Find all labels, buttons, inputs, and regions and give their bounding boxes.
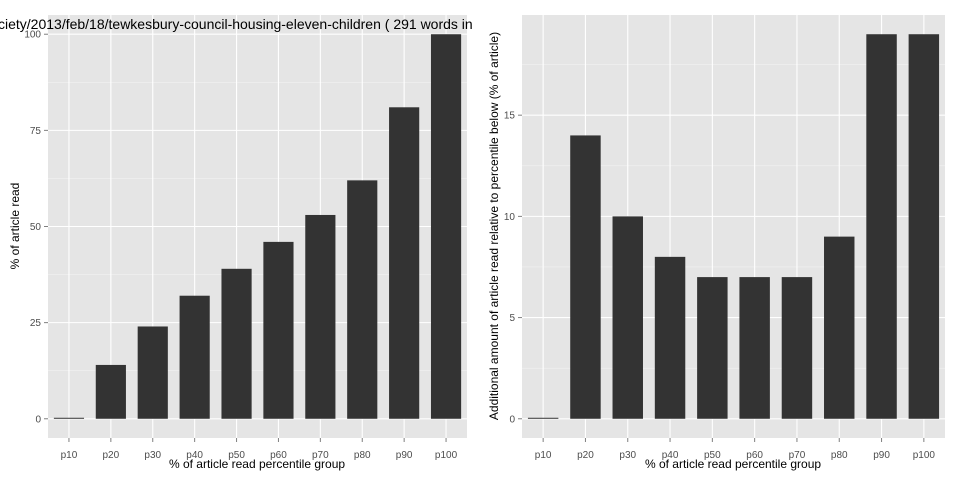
bar-p50 [697,277,728,419]
x-tick-label: p50 [704,450,721,461]
y-tick-label: 75 [30,126,42,137]
bar-p30 [612,216,643,419]
y-tick-label: 0 [509,414,515,425]
y-tick-label: 15 [504,111,516,122]
y-tick-label: 100 [24,30,41,41]
y-tick-label: 25 [30,318,42,329]
bar-p50 [221,268,252,419]
x-tick-label: p30 [619,450,636,461]
x-tick-label: p60 [270,450,287,461]
x-tick-label: p100 [913,450,936,461]
bar-p90 [866,34,897,419]
bar-p40 [179,295,210,419]
plot-title: ciety/2013/feb/18/tewkesbury-council-hou… [0,16,473,32]
left-chart: 0 25 50 75 100 p10 p20 p30 p40 p50 p60 p70 p80 p90 p10… [8,15,467,471]
bar-p20 [570,135,601,419]
y-tick-label: 50 [30,222,42,233]
x-tick-label: p70 [312,450,329,461]
bar-p100 [430,34,462,419]
bar-p100 [908,34,940,419]
x-tick-label: p100 [435,450,458,461]
bar-p90 [389,107,420,419]
y-tick-label: 10 [504,212,516,223]
bar-p20 [95,364,126,419]
bar-p80 [824,236,855,419]
x-tick-label: p50 [228,450,245,461]
x-tick-label: p10 [535,450,552,461]
bar-p30 [137,326,168,419]
x-tick-label: p10 [61,450,78,461]
x-axis-title: % of article read percentile group [645,457,821,471]
x-tick-label: p70 [789,450,806,461]
x-tick-label: p20 [577,450,594,461]
bar-p70 [305,214,336,419]
x-tick-label: p90 [873,450,890,461]
y-axis-title: Additional amount of article read relati… [487,32,501,420]
bar-p60 [739,277,770,419]
x-tick-label: p40 [662,450,679,461]
y-tick-label: 0 [35,414,41,425]
x-tick-label: p60 [746,450,763,461]
bar-p10 [527,417,559,419]
y-axis-title: % of article read [8,183,22,270]
x-tick-label: p30 [144,450,161,461]
y-tick-label: 5 [509,313,515,324]
bar-p40 [654,256,686,419]
right-chart: 0 5 10 15 p10 p20 p30 p40 p50 p60 p70 p80 p90 p100 % o… [487,15,945,471]
x-tick-label: p80 [831,450,848,461]
x-tick-label: p80 [354,450,371,461]
bar-p70 [781,277,813,419]
bar-p60 [263,241,294,419]
x-tick-label: p40 [186,450,203,461]
x-tick-label: p90 [396,450,413,461]
bar-p10 [53,417,85,419]
bar-p80 [347,180,378,419]
x-axis-title: % of article read percentile group [169,457,345,471]
x-tick-label: p20 [103,450,120,461]
